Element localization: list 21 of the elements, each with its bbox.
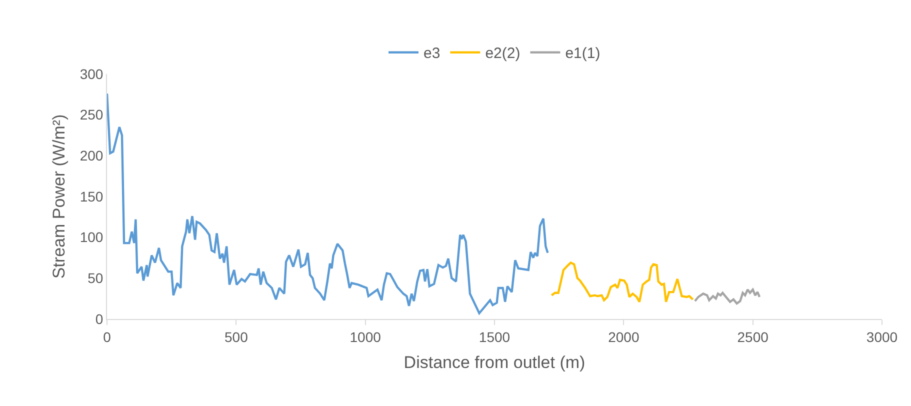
y-tick-label: 100 [80,229,104,246]
y-tick-label: 200 [80,148,104,164]
legend-label: e3 [424,45,440,62]
y-tick-label: 250 [80,106,104,123]
line-series [694,288,761,305]
x-axis-title: Distance from outlet (m) [404,353,586,372]
line-series [550,262,694,303]
legend-label: e1(1) [565,45,600,62]
y-axis-title: Stream Power (W/m²) [49,114,68,279]
x-tick-label: 500 [224,328,248,345]
line-series [107,92,549,314]
y-tick-label: 150 [80,188,104,204]
y-tick-label: 50 [88,270,104,286]
x-tick-label: 2500 [737,328,769,345]
x-tick-label: 1500 [478,328,510,345]
y-tick-label: 0 [95,310,104,327]
x-tick-label: 1000 [350,328,382,345]
legend-label: e2(2) [485,45,520,62]
x-tick-label: 2000 [608,328,640,345]
x-tick-label: 3000 [866,328,898,345]
y-tick-label: 300 [80,66,104,82]
